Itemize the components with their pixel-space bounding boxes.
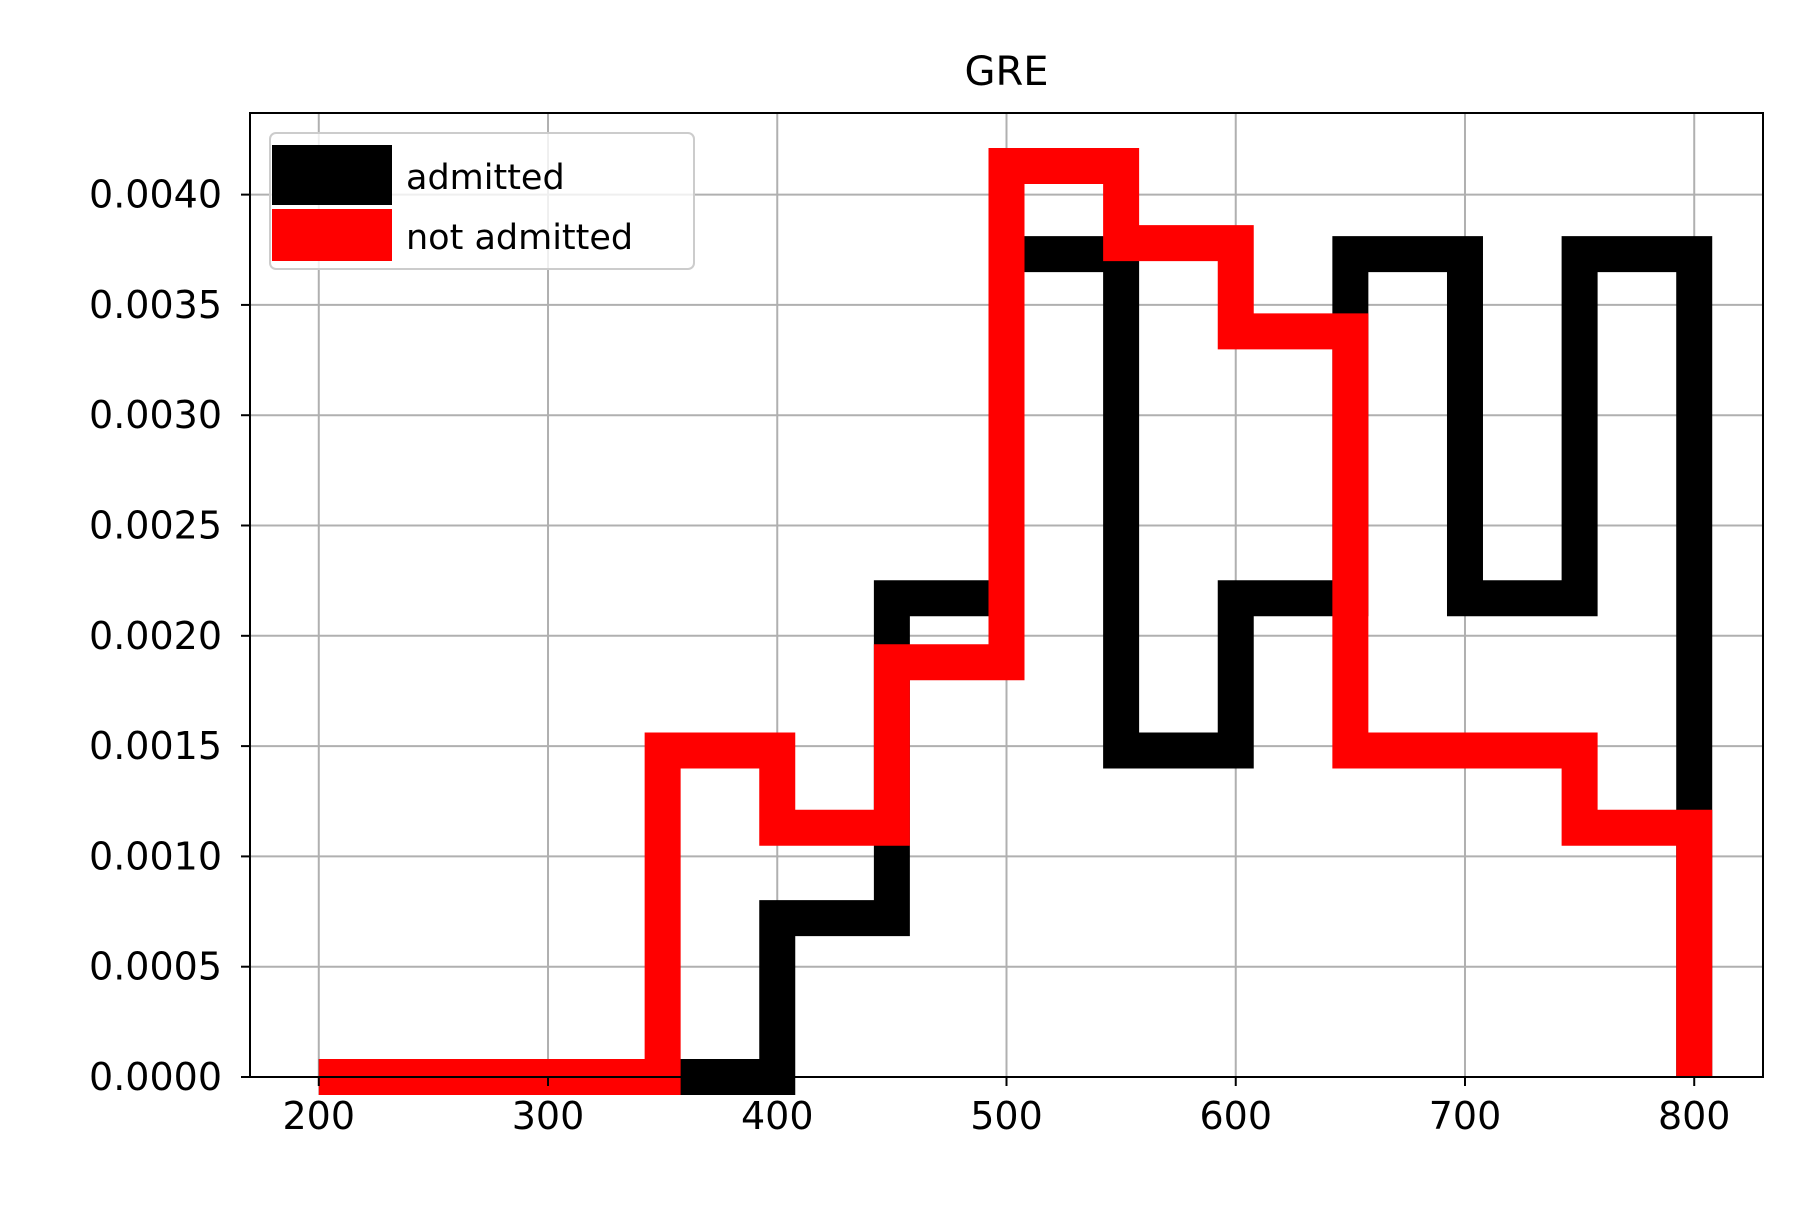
- x-tick-label: 200: [283, 1094, 356, 1138]
- y-tick-label: 0.0030: [89, 393, 222, 437]
- legend-swatch: [272, 145, 392, 205]
- y-tick-label: 0.0035: [89, 283, 222, 327]
- y-tick-label: 0.0005: [89, 945, 222, 989]
- y-tick-label: 0.0015: [89, 724, 222, 768]
- y-tick-label: 0.0010: [89, 834, 222, 878]
- legend: admitted not admitted: [269, 132, 695, 270]
- y-tick-label: 0.0025: [89, 504, 222, 548]
- x-tick-label: 300: [512, 1094, 585, 1138]
- x-tick-label: 700: [1429, 1094, 1502, 1138]
- axis-ticks: 200 300 400 500 600 700 800 0.0000 0.0005 0.0010 0…: [89, 173, 1730, 1138]
- x-tick-label: 600: [1199, 1094, 1272, 1138]
- x-tick-label: 500: [970, 1094, 1043, 1138]
- histogram-step-line: [318, 147, 1713, 1095]
- x-tick-label: 400: [741, 1094, 814, 1138]
- y-tick-label: 0.0020: [89, 614, 222, 658]
- series-not-admitted: [318, 147, 1713, 1095]
- y-tick-label: 0.0000: [89, 1055, 222, 1099]
- x-tick-label: 800: [1658, 1094, 1731, 1138]
- legend-label: admitted: [406, 158, 565, 198]
- legend-swatch: [272, 209, 392, 261]
- y-tick-label: 0.0040: [89, 173, 222, 217]
- legend-label: not admitted: [406, 218, 633, 258]
- chart-title: GRE: [964, 49, 1048, 95]
